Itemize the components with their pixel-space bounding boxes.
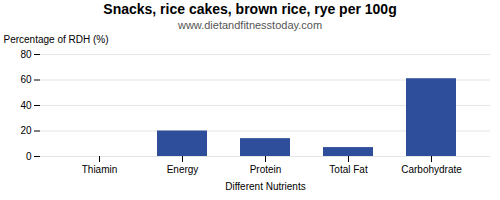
svg-text:40: 40 <box>20 100 32 111</box>
svg-text:Protein: Protein <box>250 164 282 175</box>
svg-text:60: 60 <box>20 74 32 85</box>
svg-text:Carbohydrate: Carbohydrate <box>401 164 462 175</box>
svg-text:80: 80 <box>20 49 32 60</box>
html-text:Snacks, rice cakes, brown rice: Snacks, rice cakes, brown rice, rye per … <box>103 1 397 17</box>
svg-text:0: 0 <box>26 151 32 162</box>
svg-text:Different Nutrients: Different Nutrients <box>225 181 305 192</box>
svg-text:Thiamin: Thiamin <box>82 164 118 175</box>
html-text:www.dietandfitnesstoday.com: www.dietandfitnesstoday.com <box>178 19 322 31</box>
svg-text:Total Fat: Total Fat <box>329 164 368 175</box>
svg-text:20: 20 <box>20 125 32 136</box>
svg-text:Energy: Energy <box>167 164 199 175</box>
svg-text:Percentage of RDH (%): Percentage of RDH (%) <box>4 34 109 45</box>
